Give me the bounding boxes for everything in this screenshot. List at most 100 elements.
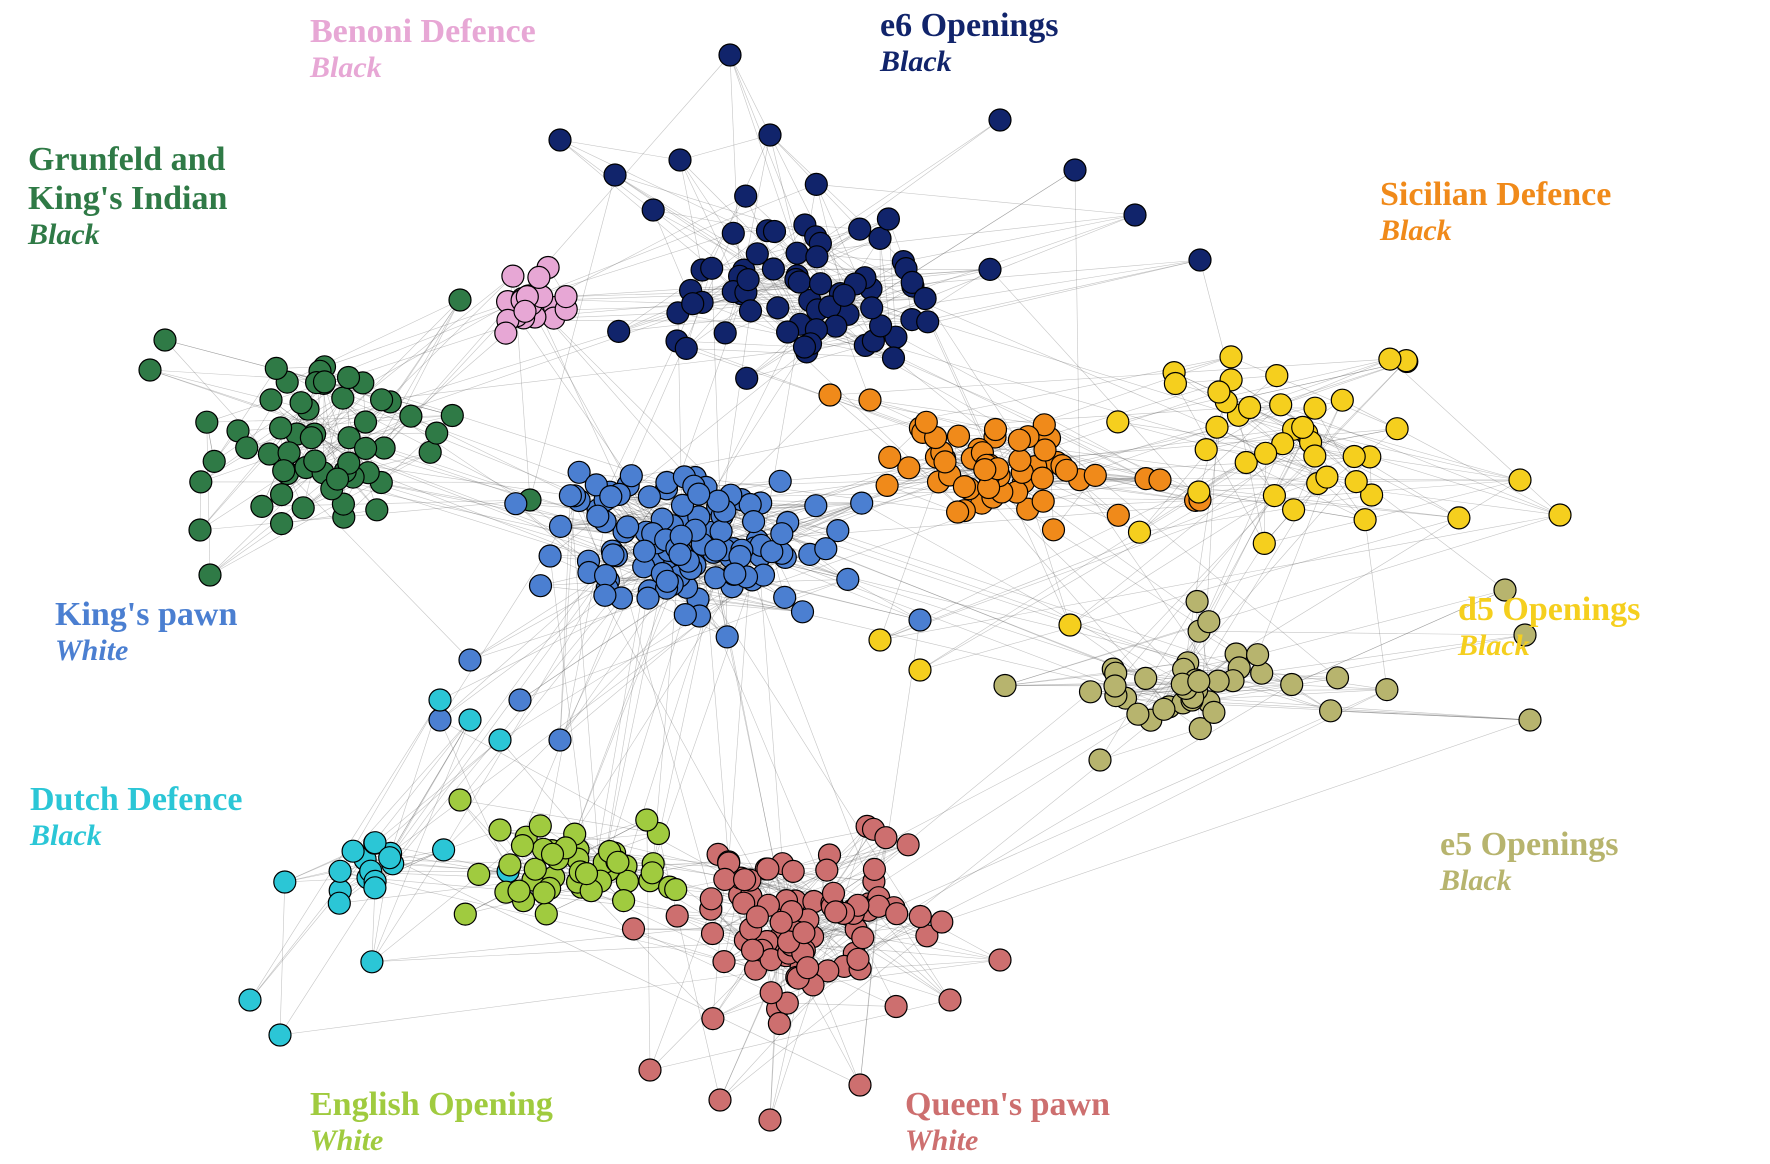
node-e6	[825, 315, 847, 337]
node-queenspawn	[885, 996, 907, 1018]
node-sicilian	[1107, 504, 1129, 526]
node-sicilian	[1084, 464, 1106, 486]
node-english	[489, 819, 511, 841]
node-e5	[1080, 681, 1102, 703]
node-d5	[1107, 411, 1129, 433]
node-kingspawn	[909, 609, 931, 631]
node-queenspawn	[782, 860, 804, 882]
node-grunfeld	[371, 389, 393, 411]
node-kingspawn	[705, 539, 727, 561]
node-e6	[1064, 159, 1086, 181]
node-queenspawn	[623, 918, 645, 940]
node-kingspawn	[459, 649, 481, 671]
node-kingspawn	[805, 495, 827, 517]
node-d5	[1206, 416, 1228, 438]
node-english	[641, 862, 663, 884]
node-e5	[1089, 749, 1111, 771]
node-kingspawn	[774, 586, 796, 608]
node-e6	[1124, 204, 1146, 226]
node-e6	[788, 271, 810, 293]
node-sicilian	[876, 474, 898, 496]
node-grunfeld	[260, 389, 282, 411]
node-grunfeld	[189, 519, 211, 541]
node-d5	[1343, 446, 1365, 468]
node-e5	[1104, 675, 1126, 697]
node-queenspawn	[931, 911, 953, 933]
node-sicilian	[947, 501, 969, 523]
node-dutch	[342, 840, 364, 862]
node-english	[576, 863, 598, 885]
node-grunfeld	[236, 437, 258, 459]
node-queenspawn	[770, 911, 792, 933]
node-kingspawn	[851, 492, 873, 514]
node-e5	[1127, 703, 1149, 725]
node-english	[636, 809, 658, 831]
node-queenspawn	[793, 922, 815, 944]
node-grunfeld	[449, 289, 471, 311]
node-benoni	[514, 300, 536, 322]
node-dutch	[459, 709, 481, 731]
node-sicilian	[1031, 467, 1053, 489]
node-e6	[735, 185, 757, 207]
node-kingspawn	[792, 601, 814, 623]
node-d5	[1292, 416, 1314, 438]
node-kingspawn	[724, 563, 746, 585]
node-e6	[777, 321, 799, 343]
node-d5	[1283, 499, 1305, 521]
node-e5	[1188, 670, 1210, 692]
node-d5	[1270, 394, 1292, 416]
node-kingspawn	[688, 483, 710, 505]
node-e6	[833, 284, 855, 306]
node-grunfeld	[265, 357, 287, 379]
node-grunfeld	[251, 495, 273, 517]
node-english	[512, 835, 534, 857]
node-sicilian	[898, 457, 920, 479]
node-grunfeld	[273, 460, 295, 482]
node-english	[542, 843, 564, 865]
node-d5	[1195, 439, 1217, 461]
node-queenspawn	[886, 903, 908, 925]
node-d5	[1255, 442, 1277, 464]
node-grunfeld	[270, 417, 292, 439]
node-d5	[1386, 418, 1408, 440]
node-grunfeld	[271, 513, 293, 535]
node-e6	[805, 173, 827, 195]
node-e6	[608, 320, 630, 342]
node-kingspawn	[638, 486, 660, 508]
nodes	[139, 44, 1571, 1131]
node-sicilian	[1043, 519, 1065, 541]
node-d5	[1059, 614, 1081, 636]
node-english	[508, 880, 530, 902]
node-benoni	[555, 286, 577, 308]
node-queenspawn	[746, 906, 768, 928]
node-kingspawn	[550, 515, 572, 537]
node-e6	[883, 347, 905, 369]
node-e6	[989, 109, 1011, 131]
node-d5	[1235, 452, 1257, 474]
node-kingspawn	[669, 543, 691, 565]
node-sicilian	[819, 384, 841, 406]
node-e6	[549, 129, 571, 151]
node-dutch	[361, 951, 383, 973]
node-e6	[869, 227, 891, 249]
node-kingspawn	[707, 490, 729, 512]
node-d5	[1345, 471, 1367, 493]
node-e6	[737, 269, 759, 291]
node-kingspawn	[743, 511, 765, 533]
node-english	[533, 882, 555, 904]
node-e5	[1203, 701, 1225, 723]
node-e6	[914, 288, 936, 310]
node-grunfeld	[271, 484, 293, 506]
node-kingspawn	[530, 575, 552, 597]
node-e5	[1186, 591, 1208, 613]
node-queenspawn	[742, 939, 764, 961]
node-e6	[767, 297, 789, 319]
node-queenspawn	[852, 927, 874, 949]
node-kingspawn	[716, 626, 738, 648]
node-e6	[675, 337, 697, 359]
node-kingspawn	[815, 538, 837, 560]
node-kingspawn	[620, 465, 642, 487]
node-e6	[764, 221, 786, 243]
node-d5	[1253, 532, 1275, 554]
node-grunfeld	[366, 499, 388, 521]
